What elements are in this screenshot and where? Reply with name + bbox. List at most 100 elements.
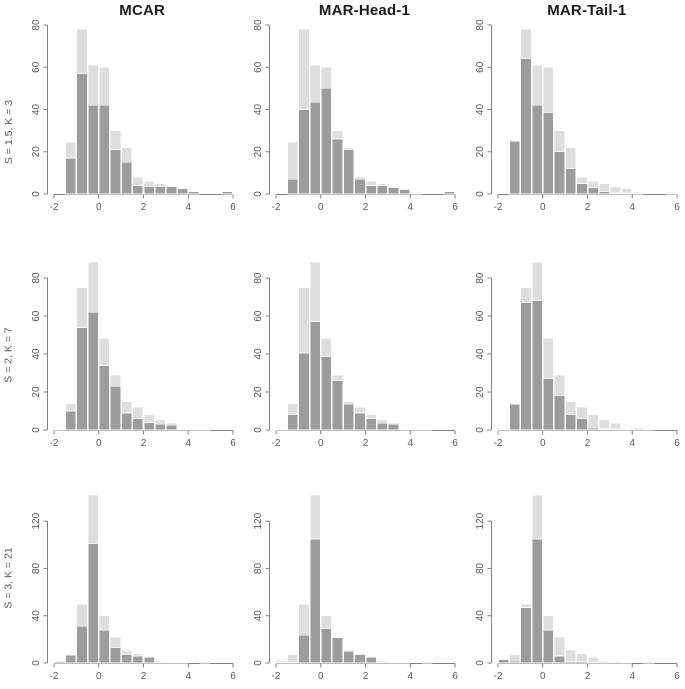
histogram-row3-mar-head-1: -2 0 2 4 6 0 40 80 120 — [253, 494, 458, 682]
panel-row3-mar-tail-1: -2 0 2 4 6 0 40 80 120 — [463, 466, 685, 689]
svg-text:2: 2 — [585, 671, 591, 682]
svg-text:2: 2 — [363, 202, 369, 213]
svg-text:-2: -2 — [49, 671, 58, 682]
svg-text:20: 20 — [31, 146, 42, 158]
row-label-2: S = 2, K = 7 — [3, 326, 16, 383]
svg-text:4: 4 — [407, 438, 413, 449]
svg-text:80: 80 — [253, 272, 264, 284]
svg-text:4: 4 — [407, 202, 413, 213]
panel-row2-mcar: -2 0 2 4 6 0 20 40 60 80 — [18, 243, 240, 466]
svg-text:4: 4 — [407, 671, 413, 682]
svg-text:0: 0 — [96, 202, 102, 213]
svg-text:0: 0 — [253, 191, 264, 197]
svg-text:6: 6 — [452, 438, 458, 449]
svg-text:-2: -2 — [49, 202, 58, 213]
svg-text:60: 60 — [31, 61, 42, 73]
row-label-3: S = 3, K = 21 — [3, 546, 16, 609]
svg-text:0: 0 — [475, 660, 486, 666]
svg-text:0: 0 — [540, 671, 546, 682]
svg-text:0: 0 — [253, 427, 264, 433]
svg-text:120: 120 — [31, 512, 42, 529]
grid-row-1: S = 1.5, K = 3 -2 0 2 4 6 0 20 40 60 80 -2 0 2 4 6 0 20… — [0, 20, 685, 243]
svg-text:2: 2 — [585, 438, 591, 449]
histogram-row3-mcar: -2 0 2 4 6 0 40 80 120 — [31, 494, 236, 682]
column-title-mar-head-1: MAR-Head-1 — [318, 1, 411, 19]
svg-text:0: 0 — [31, 427, 42, 433]
svg-text:0: 0 — [31, 660, 42, 666]
row-label-cell-2: S = 2, K = 7 — [0, 243, 18, 466]
svg-text:4: 4 — [630, 671, 636, 682]
svg-text:0: 0 — [318, 438, 324, 449]
svg-text:-2: -2 — [272, 202, 281, 213]
svg-text:-2: -2 — [272, 438, 281, 449]
svg-text:80: 80 — [31, 20, 42, 31]
svg-text:2: 2 — [363, 438, 369, 449]
row-label-cell-1: S = 1.5, K = 3 — [0, 20, 18, 243]
svg-text:40: 40 — [253, 348, 264, 360]
svg-text:2: 2 — [140, 438, 146, 449]
panel-row2-mar-tail-1: -2 0 2 4 6 0 20 40 60 80 — [463, 243, 685, 466]
svg-text:4: 4 — [185, 438, 191, 449]
svg-text:40: 40 — [475, 348, 486, 360]
svg-text:2: 2 — [585, 202, 591, 213]
svg-text:4: 4 — [630, 202, 636, 213]
svg-text:20: 20 — [475, 386, 486, 398]
svg-text:6: 6 — [230, 438, 236, 449]
svg-text:80: 80 — [31, 272, 42, 284]
svg-text:0: 0 — [318, 202, 324, 213]
svg-text:20: 20 — [253, 386, 264, 398]
svg-text:6: 6 — [230, 202, 236, 213]
svg-text:120: 120 — [475, 512, 486, 529]
svg-text:120: 120 — [253, 512, 264, 529]
svg-text:2: 2 — [140, 671, 146, 682]
svg-text:80: 80 — [475, 562, 486, 574]
svg-text:80: 80 — [253, 562, 264, 574]
svg-text:2: 2 — [363, 671, 369, 682]
svg-text:6: 6 — [452, 671, 458, 682]
panel-row1-mar-head-1: -2 0 2 4 6 0 20 40 60 80 — [240, 20, 462, 243]
svg-text:-2: -2 — [272, 671, 281, 682]
column-titles: MCAR MAR-Head-1 MAR-Tail-1 — [0, 0, 685, 20]
svg-text:20: 20 — [31, 386, 42, 398]
svg-text:0: 0 — [96, 438, 102, 449]
svg-text:60: 60 — [253, 61, 264, 73]
panel-row1-mar-tail-1: -2 0 2 4 6 0 20 40 60 80 — [463, 20, 685, 243]
svg-text:80: 80 — [31, 562, 42, 574]
svg-text:0: 0 — [96, 671, 102, 682]
svg-text:-2: -2 — [494, 202, 503, 213]
histogram-row3-mar-tail-1: -2 0 2 4 6 0 40 80 120 — [475, 494, 681, 682]
svg-text:60: 60 — [31, 310, 42, 322]
svg-text:60: 60 — [253, 310, 264, 322]
svg-text:6: 6 — [230, 671, 236, 682]
svg-text:40: 40 — [253, 104, 264, 116]
svg-text:40: 40 — [31, 610, 42, 622]
svg-text:6: 6 — [675, 202, 681, 213]
svg-text:80: 80 — [475, 20, 486, 31]
svg-text:40: 40 — [253, 610, 264, 622]
panel-row2-mar-head-1: -2 0 2 4 6 0 20 40 60 80 — [240, 243, 462, 466]
svg-text:-2: -2 — [494, 438, 503, 449]
svg-text:-2: -2 — [49, 438, 58, 449]
svg-text:6: 6 — [675, 671, 681, 682]
svg-text:-2: -2 — [494, 671, 503, 682]
panel-row3-mar-head-1: -2 0 2 4 6 0 40 80 120 — [240, 466, 462, 689]
svg-text:0: 0 — [253, 660, 264, 666]
svg-text:60: 60 — [475, 61, 486, 73]
panel-row1-mcar: -2 0 2 4 6 0 20 40 60 80 — [18, 20, 240, 243]
svg-text:0: 0 — [475, 427, 486, 433]
svg-text:6: 6 — [452, 202, 458, 213]
svg-text:80: 80 — [475, 272, 486, 284]
svg-text:60: 60 — [475, 310, 486, 322]
svg-text:80: 80 — [253, 20, 264, 31]
svg-text:40: 40 — [475, 610, 486, 622]
panel-row3-mcar: -2 0 2 4 6 0 40 80 120 — [18, 466, 240, 689]
column-title-mar-tail-1: MAR-Tail-1 — [547, 1, 627, 19]
svg-text:0: 0 — [475, 191, 486, 197]
